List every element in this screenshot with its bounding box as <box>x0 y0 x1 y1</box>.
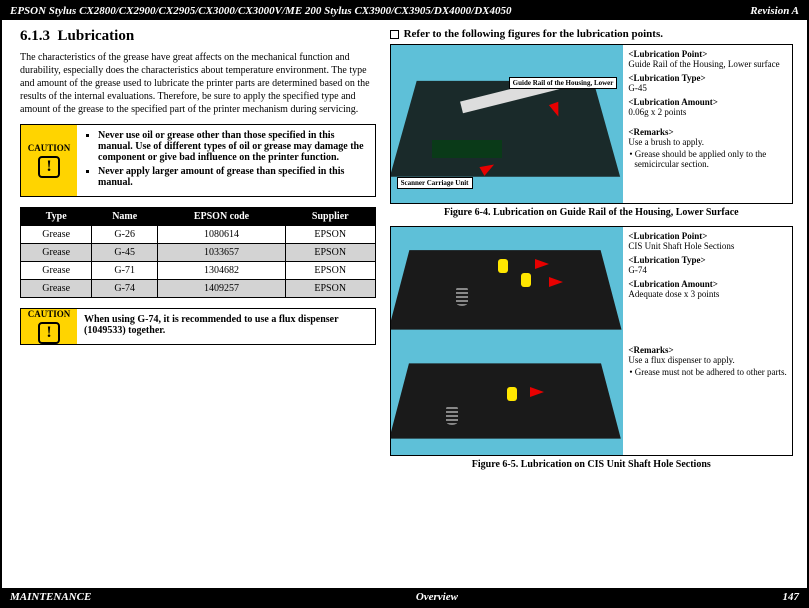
lube-point-icon <box>498 259 508 273</box>
footer-right: 147 <box>782 591 799 603</box>
figure-6-4: Guide Rail of the Housing, Lower Scanner… <box>390 44 793 204</box>
caution1-item: Never use oil or grease other than those… <box>98 130 368 163</box>
spring-icon <box>446 405 458 425</box>
th: Name <box>92 208 158 226</box>
checkbox-icon <box>390 30 399 39</box>
reference-line: Refer to the following figures for the l… <box>390 28 793 40</box>
footer-center: Overview <box>416 591 458 603</box>
figure-caption-2: Figure 6-5. Lubrication on CIS Unit Shaf… <box>390 459 793 470</box>
th: Type <box>21 208 92 226</box>
spring-icon <box>456 286 468 306</box>
right-column: Refer to the following figures for the l… <box>390 28 793 584</box>
callout-guide-rail: Guide Rail of the Housing, Lower <box>509 77 618 89</box>
caution-tag: CAUTION ! <box>21 125 77 196</box>
callout-scanner: Scanner Carriage Unit <box>397 177 473 189</box>
th: EPSON code <box>158 208 286 226</box>
section-heading: 6.1.3 Lubrication <box>20 28 376 45</box>
figure-info-2: <Lubrication Point> CIS Unit Shaft Hole … <box>623 227 792 455</box>
caution-icon: ! <box>38 156 60 178</box>
intro-paragraph: The characteristics of the grease have g… <box>20 51 376 116</box>
header-left: EPSON Stylus CX2800/CX2900/CX2905/CX3000… <box>10 5 512 17</box>
table-row: GreaseG-711304682EPSON <box>21 262 376 280</box>
caution-tag: CAUTION ! <box>21 309 77 344</box>
content: 6.1.3 Lubrication The characteristics of… <box>2 20 807 588</box>
footer-bar: MAINTENANCE Overview 147 <box>2 588 807 606</box>
lube-point-icon <box>507 387 517 401</box>
caution-box-2: CAUTION ! When using G-74, it is recomme… <box>20 308 376 345</box>
left-column: 6.1.3 Lubrication The characteristics of… <box>20 28 376 584</box>
footer-left: MAINTENANCE <box>10 591 91 603</box>
figure-caption-1: Figure 6-4. Lubrication on Guide Rail of… <box>390 207 793 218</box>
lube-point-icon <box>521 273 531 287</box>
figure-image-1: Guide Rail of the Housing, Lower Scanner… <box>391 45 624 203</box>
header-bar: EPSON Stylus CX2800/CX2900/CX2905/CX3000… <box>2 2 807 20</box>
table-row: GreaseG-741409257EPSON <box>21 280 376 298</box>
table-row: GreaseG-261080614EPSON <box>21 226 376 244</box>
page: EPSON Stylus CX2800/CX2900/CX2905/CX3000… <box>0 0 809 608</box>
th: Supplier <box>285 208 375 226</box>
arrow-icon <box>549 277 563 287</box>
arrow-icon <box>535 259 549 269</box>
header-right: Revision A <box>750 5 799 17</box>
caution-text-2: When using G-74, it is recommended to us… <box>77 309 375 344</box>
grease-table: Type Name EPSON code Supplier GreaseG-26… <box>20 207 376 298</box>
arrow-icon <box>530 387 544 397</box>
table-row: GreaseG-451033657EPSON <box>21 244 376 262</box>
caution-box-1: CAUTION ! Never use oil or grease other … <box>20 124 376 197</box>
caution-icon: ! <box>38 322 60 344</box>
caution1-item: Never apply larger amount of grease than… <box>98 166 368 188</box>
figure-image-2 <box>391 227 624 455</box>
caution-text-1: Never use oil or grease other than those… <box>77 125 375 196</box>
figure-info-1: <Lubrication Point> Guide Rail of the Ho… <box>623 45 792 203</box>
figure-6-5: <Lubrication Point> CIS Unit Shaft Hole … <box>390 226 793 456</box>
